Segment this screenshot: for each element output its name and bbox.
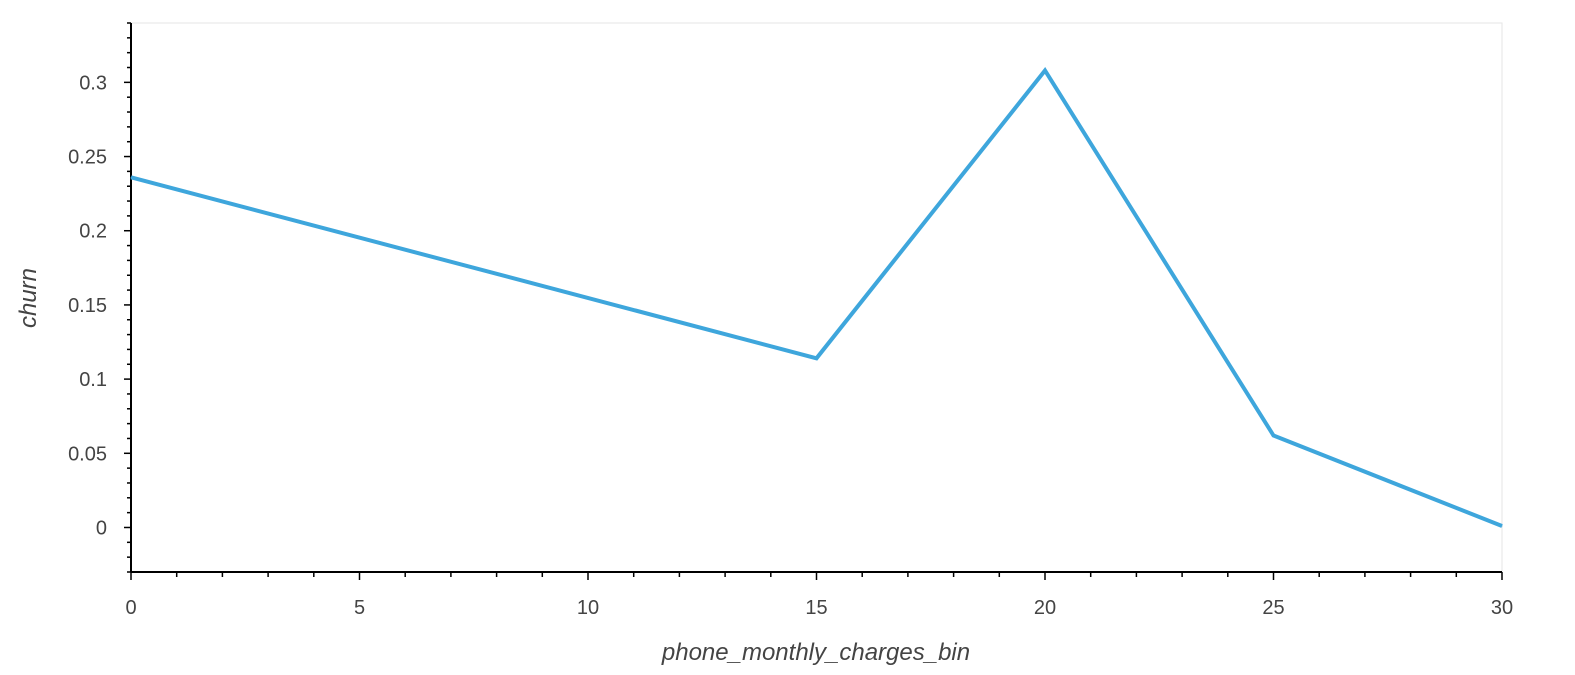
- y-axis-title: churn: [15, 268, 42, 328]
- series-layer: [130, 67, 1503, 528]
- y-tick-label: 0.25: [68, 147, 107, 169]
- x-tick-label: 0: [125, 597, 136, 619]
- y-tick-label: 0.15: [68, 295, 107, 317]
- data-point: [1044, 69, 1046, 71]
- data-point: [1273, 434, 1274, 436]
- y-axis: 0 0.05 0.1 0.15 0.2 0.25 0.3: [68, 22, 132, 573]
- x-tick-label: 5: [354, 597, 365, 619]
- data-point: [816, 357, 817, 359]
- x-tick-label: 25: [1262, 597, 1284, 619]
- data-point: [1501, 525, 1503, 527]
- x-axis-title: phone_monthly_charges_bin: [661, 639, 970, 666]
- y-tick-label: 0.05: [68, 443, 107, 465]
- x-axis: 0 5 10 15 20 25 30: [125, 571, 1513, 619]
- plot-frame: [130, 22, 1503, 573]
- data-point: [130, 176, 132, 178]
- x-tick-label: 15: [805, 597, 827, 619]
- y-tick-label: 0: [96, 517, 107, 539]
- y-tick-label: 0.2: [79, 221, 107, 243]
- y-tick-label: 0.3: [79, 72, 107, 94]
- x-tick-label: 20: [1034, 597, 1056, 619]
- x-tick-label: 30: [1491, 597, 1513, 619]
- x-tick-label: 10: [577, 597, 599, 619]
- y-tick-label: 0.1: [79, 369, 107, 391]
